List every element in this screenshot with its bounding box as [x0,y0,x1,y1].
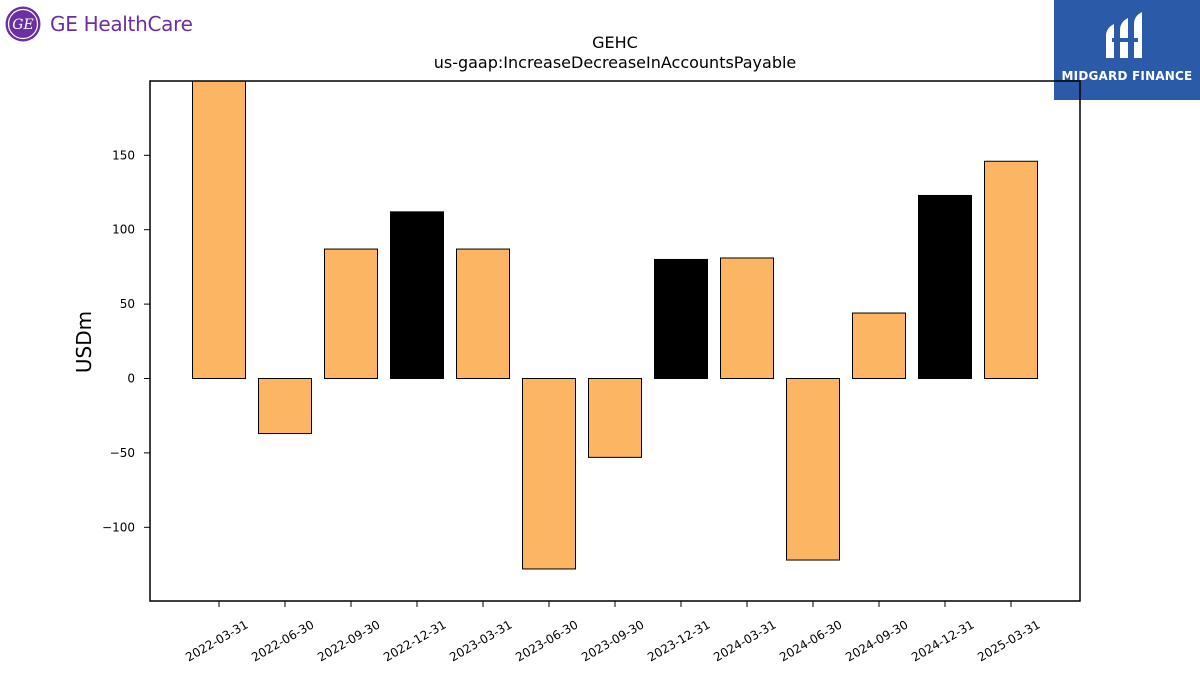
x-tick-label: 2023-03-31 [447,617,514,664]
y-tick-label: 100 [112,223,135,237]
bar-2022-03-31 [192,80,246,379]
x-tick-label: 2023-09-30 [579,617,646,664]
bar-2023-09-30 [588,378,642,458]
bar-2024-03-31 [720,257,774,379]
y-tick-label: 50 [120,297,135,311]
y-tick-label: −50 [110,446,135,460]
x-tick-label: 2024-09-30 [843,617,910,664]
x-tick-label: 2022-12-31 [381,617,448,664]
y-axis-ticks: −100 −50 0 50 100 150 [102,148,150,534]
x-tick-label: 2023-12-31 [645,617,712,664]
x-tick-label: 2024-06-30 [777,617,844,664]
midgard-finance-wordmark: MIDGARD FINANCE [1061,69,1193,83]
x-tick-label: 2022-03-31 [183,617,250,664]
midgard-mark-icon [1106,12,1142,58]
plot-frame [149,80,1081,602]
ge-monogram-text: GE [12,17,33,33]
midgard-finance-logo: MIDGARD FINANCE [1054,0,1200,100]
bar-2023-12-31 [654,258,708,379]
bar-2023-03-31 [456,248,510,379]
x-tick-label: 2022-06-30 [249,617,316,664]
x-tick-label: 2025-03-31 [975,617,1042,664]
bar-2022-09-30 [324,248,378,379]
ge-healthcare-logo: GE GE HealthCare [4,4,193,44]
bar-2023-06-30 [522,378,576,570]
x-tick-label: 2024-12-31 [909,617,976,664]
x-tick-label: 2024-03-31 [711,617,778,664]
y-tick-label: 150 [112,148,135,162]
ge-monogram-icon: GE [5,6,41,42]
ge-healthcare-wordmark: GE HealthCare [50,12,193,36]
bar-2024-06-30 [786,378,840,561]
x-tick-label: 2023-06-30 [513,617,580,664]
chart-subtitle: us-gaap:IncreaseDecreaseInAccountsPayabl… [434,53,797,72]
bars-layer [192,80,1038,570]
x-axis-ticks: 2022-03-312022-06-302022-09-302022-12-31… [183,601,1043,664]
bar-2024-12-31 [918,194,972,379]
y-tick-label: 0 [127,372,135,386]
bar-2022-12-31 [390,211,444,379]
y-tick-label: −100 [102,520,135,534]
bar-2024-09-30 [852,312,906,380]
x-tick-label: 2022-09-30 [315,617,382,664]
y-axis-label: USDm [72,311,96,373]
chart-title: GEHC [592,33,638,52]
bar-2025-03-31 [984,160,1038,379]
bar-2022-06-30 [258,378,312,435]
